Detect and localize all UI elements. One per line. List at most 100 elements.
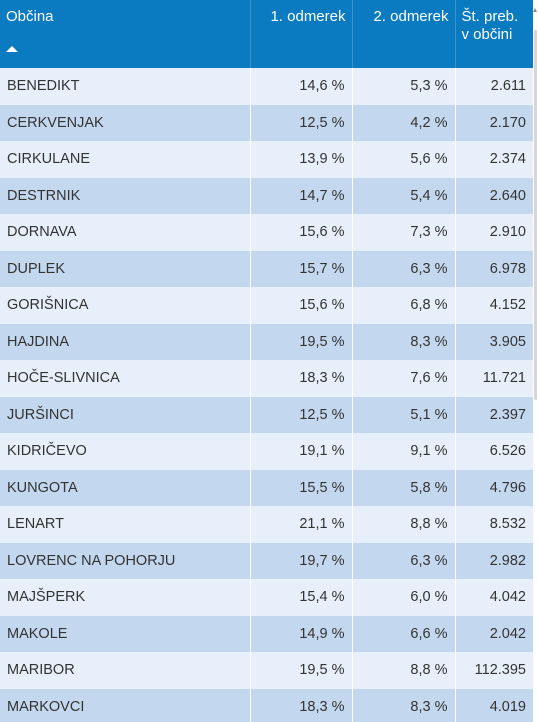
- cell-second-dose: 6,8 %: [352, 287, 456, 324]
- cell-second-dose: 8,3 %: [352, 323, 456, 360]
- table-body: BENEDIKT 14,6 % 5,3 % 2.611 CERKVENJAK 12,5 %…: [0, 68, 533, 722]
- cell-second-dose: 7,3 %: [352, 214, 456, 251]
- cell-first-dose: 15,6 %: [250, 214, 353, 251]
- cell-second-dose: 4,2 %: [352, 104, 456, 141]
- cell-first-dose: 18,3 %: [250, 360, 353, 397]
- cell-first-dose: 21,1 %: [250, 506, 353, 543]
- column-header-first-dose[interactable]: 1. odmerek: [250, 0, 353, 68]
- cell-first-dose: 19,1 %: [250, 433, 353, 470]
- cell-first-dose: 19,5 %: [250, 652, 353, 689]
- cell-municipality: HAJDINA: [0, 323, 251, 360]
- cell-first-dose: 18,3 %: [250, 688, 353, 722]
- cell-first-dose: 19,5 %: [250, 323, 353, 360]
- table-row: MARKOVCI 18,3 % 8,3 % 4.019: [0, 688, 533, 722]
- cell-population: 2.374: [455, 141, 533, 178]
- table-row: KIDRIČEVO 19,1 % 9,1 % 6.526: [0, 433, 533, 470]
- cell-municipality: DESTRNIK: [0, 177, 251, 214]
- cell-population: 6.526: [455, 433, 533, 470]
- table-row: LOVRENC NA POHORJU 19,7 % 6,3 % 2.982: [0, 542, 533, 579]
- cell-population: 8.532: [455, 506, 533, 543]
- column-header-second-dose[interactable]: 2. odmerek: [352, 0, 456, 68]
- cell-second-dose: 8,8 %: [352, 506, 456, 543]
- cell-municipality: MARKOVCI: [0, 688, 251, 722]
- cell-second-dose: 8,8 %: [352, 652, 456, 689]
- cell-population: 2.640: [455, 177, 533, 214]
- cell-second-dose: 5,3 %: [352, 68, 456, 105]
- cell-municipality: MAJŠPERK: [0, 579, 251, 616]
- cell-first-dose: 14,6 %: [250, 68, 353, 105]
- cell-second-dose: 6,3 %: [352, 250, 456, 287]
- cell-municipality: DORNAVA: [0, 214, 251, 251]
- cell-second-dose: 5,6 %: [352, 141, 456, 178]
- column-header-first-dose-label: 1. odmerek: [270, 8, 346, 25]
- cell-population: 4.796: [455, 469, 533, 506]
- sort-ascending-icon[interactable]: [6, 46, 18, 52]
- cell-second-dose: 6,3 %: [352, 542, 456, 579]
- column-header-population[interactable]: Št. preb. v občini: [455, 0, 533, 68]
- cell-second-dose: 9,1 %: [352, 433, 456, 470]
- table-header: Občina 1. odmerek 2. odmerek Št. preb. v…: [0, 0, 533, 68]
- table-row: HAJDINA 19,5 % 8,3 % 3.905: [0, 323, 533, 360]
- column-header-municipality-label: Občina: [6, 8, 54, 25]
- column-header-second-dose-label: 2. odmerek: [373, 8, 449, 25]
- cell-population: 11.721: [455, 360, 533, 397]
- cell-first-dose: 13,9 %: [250, 141, 353, 178]
- cell-municipality: HOČE-SLIVNICA: [0, 360, 251, 397]
- table-row: CERKVENJAK 12,5 % 4,2 % 2.170: [0, 104, 533, 141]
- cell-municipality: JURŠINCI: [0, 396, 251, 433]
- cell-first-dose: 15,5 %: [250, 469, 353, 506]
- table-row: MAKOLE 14,9 % 6,6 % 2.042: [0, 615, 533, 652]
- cell-second-dose: 8,3 %: [352, 688, 456, 722]
- cell-population: 2.170: [455, 104, 533, 141]
- cell-second-dose: 7,6 %: [352, 360, 456, 397]
- cell-first-dose: 12,5 %: [250, 396, 353, 433]
- cell-second-dose: 5,1 %: [352, 396, 456, 433]
- table-row: JURŠINCI 12,5 % 5,1 % 2.397: [0, 396, 533, 433]
- table-row: GORIŠNICA 15,6 % 6,8 % 4.152: [0, 287, 533, 324]
- cell-municipality: MAKOLE: [0, 615, 251, 652]
- cell-municipality: DUPLEK: [0, 250, 251, 287]
- cell-municipality: MARIBOR: [0, 652, 251, 689]
- cell-first-dose: 15,6 %: [250, 287, 353, 324]
- cell-second-dose: 5,8 %: [352, 469, 456, 506]
- cell-municipality: LOVRENC NA POHORJU: [0, 542, 251, 579]
- table-row: DUPLEK 15,7 % 6,3 % 6.978: [0, 250, 533, 287]
- cell-first-dose: 15,4 %: [250, 579, 353, 616]
- scroll-up-arrow-icon[interactable]: [533, 8, 537, 12]
- cell-municipality: CERKVENJAK: [0, 104, 251, 141]
- column-header-municipality[interactable]: Občina: [0, 0, 251, 68]
- cell-population: 2.611: [455, 68, 533, 105]
- cell-first-dose: 19,7 %: [250, 542, 353, 579]
- vertical-scrollbar[interactable]: [533, 0, 538, 722]
- table-row: LENART 21,1 % 8,8 % 8.532: [0, 506, 533, 543]
- cell-municipality: BENEDIKT: [0, 68, 251, 105]
- table-row: BENEDIKT 14,6 % 5,3 % 2.611: [0, 68, 533, 105]
- cell-population: 6.978: [455, 250, 533, 287]
- column-header-population-line2: v občini: [461, 26, 513, 43]
- cell-municipality: KIDRIČEVO: [0, 433, 251, 470]
- cell-population: 2.042: [455, 615, 533, 652]
- cell-first-dose: 12,5 %: [250, 104, 353, 141]
- cell-second-dose: 6,0 %: [352, 579, 456, 616]
- table-row: DORNAVA 15,6 % 7,3 % 2.910: [0, 214, 533, 251]
- scrollbar-thumb[interactable]: [534, 30, 537, 400]
- cell-population: 2.397: [455, 396, 533, 433]
- cell-population: 4.152: [455, 287, 533, 324]
- cell-population: 4.042: [455, 579, 533, 616]
- cell-municipality: KUNGOTA: [0, 469, 251, 506]
- cell-population: 2.982: [455, 542, 533, 579]
- table-row: HOČE-SLIVNICA 18,3 % 7,6 % 11.721: [0, 360, 533, 397]
- cell-first-dose: 15,7 %: [250, 250, 353, 287]
- table-row: CIRKULANE 13,9 % 5,6 % 2.374: [0, 141, 533, 178]
- table-row: DESTRNIK 14,7 % 5,4 % 2.640: [0, 177, 533, 214]
- cell-population: 112.395: [455, 652, 533, 689]
- cell-population: 4.019: [455, 688, 533, 722]
- cell-first-dose: 14,7 %: [250, 177, 353, 214]
- cell-first-dose: 14,9 %: [250, 615, 353, 652]
- table-row: MARIBOR 19,5 % 8,8 % 112.395: [0, 652, 533, 689]
- cell-municipality: GORIŠNICA: [0, 287, 251, 324]
- cell-population: 3.905: [455, 323, 533, 360]
- cell-municipality: LENART: [0, 506, 251, 543]
